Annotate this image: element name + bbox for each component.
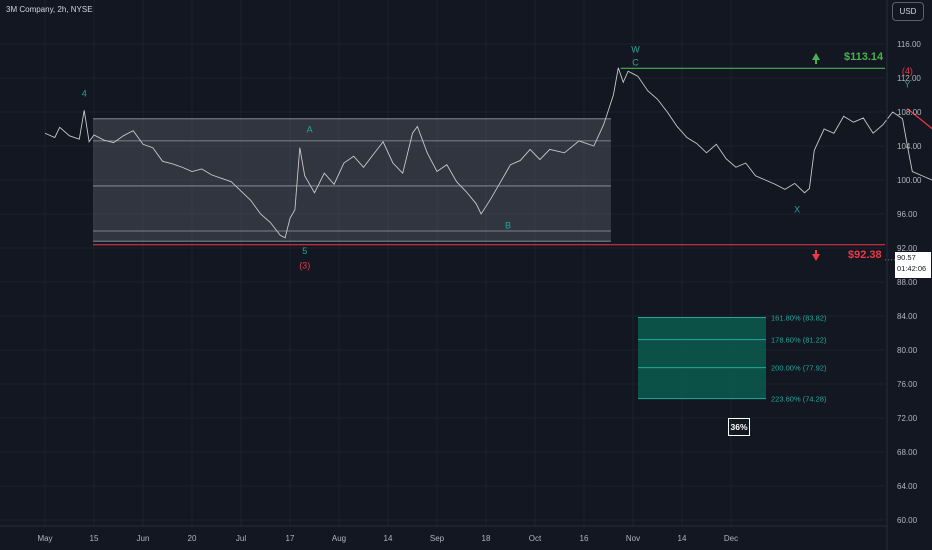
y-tick-label: 88.00 (897, 278, 918, 287)
x-tick-label: May (37, 534, 52, 543)
probability-badge: 36% (728, 418, 750, 436)
upper-target-label: $113.14 (844, 51, 884, 63)
wave-label: 4 (82, 89, 87, 99)
wave-label: B (505, 220, 511, 230)
price-line (44, 67, 932, 239)
y-axis: 116.00 112.00 108.00 104.00 100.00 96.00 92.00… (886, 0, 922, 550)
y-tick-label: 60.00 (897, 516, 918, 525)
y-tick-label: 104.00 (897, 142, 922, 151)
y-tick-label: 80.00 (897, 346, 918, 355)
fib-label: 178.60% (81.22) (771, 336, 827, 345)
y-tick-label: 72.00 (897, 414, 918, 423)
x-tick-label: Jul (236, 534, 246, 543)
x-tick-label: 15 (90, 534, 99, 543)
wave-label: (3) (299, 260, 310, 270)
y-tick-label: 76.00 (897, 380, 918, 389)
up-arrow-icon (812, 53, 820, 64)
range-box-fill (93, 118, 611, 242)
y-tick-label: 96.00 (897, 210, 918, 219)
y-tick-label: 116.00 (897, 40, 921, 49)
target-zone (638, 317, 766, 400)
x-tick-label: Nov (626, 534, 640, 543)
y-tick-label: 64.00 (897, 482, 918, 491)
bar-countdown: 01:42:06 (897, 264, 927, 273)
y-tick-label: 108.00 (897, 108, 922, 117)
grid-lines (0, 0, 885, 526)
x-tick-label: Aug (332, 534, 346, 543)
wave-label: C (632, 57, 639, 67)
fib-label: 200.00% (77.92) (771, 364, 827, 373)
x-tick-label: 17 (286, 534, 295, 543)
wave-label: Y (904, 79, 910, 89)
x-tick-label: 14 (678, 534, 687, 543)
consolidation-box (93, 118, 611, 242)
currency-button[interactable]: USD (892, 2, 924, 21)
current-price: 90.57 (897, 253, 916, 262)
x-axis: May 15 Jun 20 Jul 17 Aug 14 Sep 18 Oct 16 Nov 14 Dec (0, 525, 887, 543)
fib-label: 161.80% (83.82) (771, 314, 827, 323)
fib-zone-fill (638, 317, 766, 399)
y-tick-label: 84.00 (897, 312, 918, 321)
lower-target-label: $92.38 (848, 249, 882, 261)
x-tick-label: 16 (580, 534, 589, 543)
x-tick-label: 18 (482, 534, 491, 543)
symbol-title[interactable]: 3M Company, 2h, NYSE (6, 5, 93, 14)
x-tick-label: Dec (724, 534, 738, 543)
wave-label: X (794, 204, 800, 214)
y-tick-label: 68.00 (897, 448, 918, 457)
x-tick-label: 14 (384, 534, 393, 543)
x-tick-label: Oct (529, 534, 542, 543)
x-tick-label: Jun (137, 534, 150, 543)
wave-label: A (307, 124, 313, 134)
current-price-tag: 90.57 01:42:06 (895, 252, 931, 278)
level-lines (93, 53, 885, 261)
down-arrow-icon (812, 250, 820, 261)
y-tick-label: 92.00 (897, 244, 918, 253)
wave-label: 5 (302, 246, 307, 256)
fib-label: 223.60% (74.28) (771, 395, 827, 404)
y-tick-label: 112.00 (897, 74, 921, 83)
wave-label: (4) (902, 66, 913, 76)
x-tick-label: Sep (430, 534, 445, 543)
y-tick-label: 100.00 (897, 176, 922, 185)
fib-labels: 161.80% (83.82) 178.60% (81.22) 200.00% (7… (771, 314, 827, 404)
wave-label: W (631, 45, 640, 55)
x-tick-label: 20 (188, 534, 197, 543)
